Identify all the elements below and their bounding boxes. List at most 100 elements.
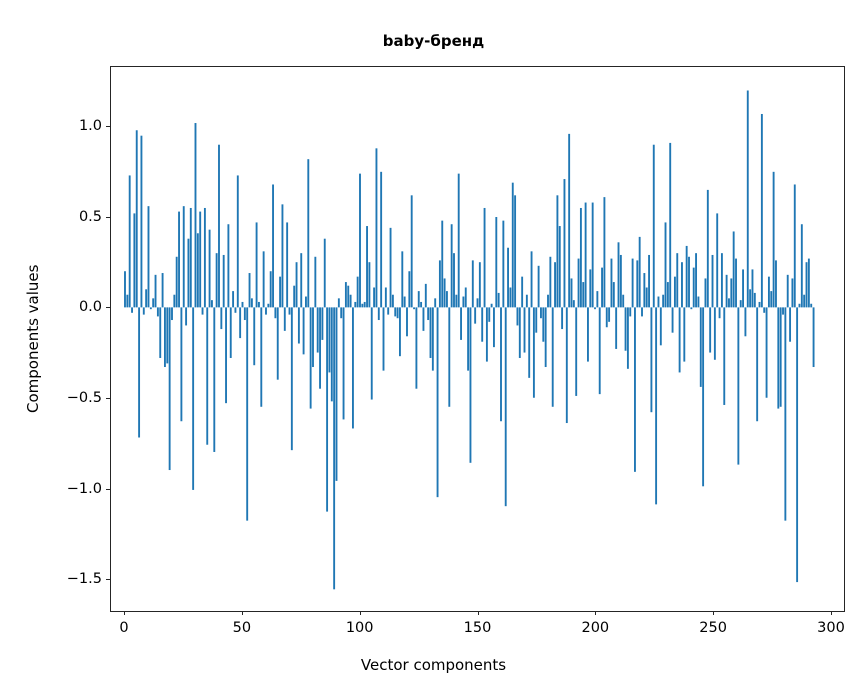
bar — [645, 287, 648, 308]
x-tick-mark — [124, 611, 126, 615]
x-tick-label: 0 — [119, 620, 129, 636]
bar — [676, 253, 679, 308]
bar — [619, 254, 622, 308]
y-tick-mark — [106, 579, 110, 581]
bar — [556, 195, 559, 308]
bar — [140, 135, 143, 308]
bar — [408, 271, 411, 308]
bar — [812, 307, 815, 368]
bar — [429, 307, 432, 358]
bar — [342, 307, 345, 420]
bar — [735, 258, 737, 308]
bar — [744, 307, 747, 337]
y-tick-label: 0.5 — [78, 208, 102, 225]
bar — [319, 307, 321, 389]
bar — [683, 307, 686, 362]
bar — [547, 294, 549, 308]
bar — [634, 307, 636, 472]
bar — [582, 282, 585, 308]
bar — [490, 303, 493, 308]
bar — [387, 307, 390, 315]
bar — [770, 291, 773, 308]
bar — [798, 303, 801, 308]
bar — [241, 301, 244, 308]
bar — [152, 298, 155, 308]
bar — [321, 307, 324, 340]
bar — [166, 307, 169, 364]
bar — [133, 213, 136, 308]
bar — [182, 206, 185, 308]
bar — [218, 144, 220, 308]
bar — [786, 274, 789, 308]
bar — [631, 258, 634, 308]
bar — [128, 175, 131, 308]
bar — [791, 278, 794, 308]
bar — [575, 307, 578, 396]
bar — [234, 307, 237, 313]
bar — [366, 226, 368, 308]
bar — [504, 307, 507, 507]
bar — [502, 220, 505, 308]
bar — [450, 224, 453, 308]
bar — [732, 231, 735, 308]
bar — [782, 307, 784, 315]
y-tick-label: 0.0 — [78, 299, 102, 316]
bar — [507, 247, 509, 308]
bar — [629, 307, 632, 317]
bar — [243, 307, 246, 321]
bar — [401, 251, 404, 308]
bar — [692, 267, 695, 308]
bar — [427, 307, 430, 321]
bar — [373, 287, 376, 308]
bar — [370, 307, 373, 400]
bar — [572, 300, 575, 308]
bar — [626, 307, 629, 369]
bar — [272, 184, 274, 308]
bar — [413, 307, 415, 310]
bar — [161, 273, 164, 308]
y-tick-mark — [106, 125, 110, 128]
bar — [377, 307, 380, 321]
bar — [403, 296, 406, 308]
bar — [561, 307, 564, 330]
bar — [777, 307, 780, 409]
bar — [464, 287, 467, 308]
bar — [274, 307, 277, 319]
bar — [749, 289, 752, 308]
bar — [220, 307, 223, 330]
bar — [737, 307, 740, 465]
bar — [596, 291, 599, 308]
bar — [648, 254, 650, 308]
bar — [448, 307, 451, 407]
bar — [434, 298, 437, 308]
bar — [779, 307, 782, 407]
bar — [662, 294, 665, 308]
bar — [281, 204, 284, 308]
bar — [544, 307, 547, 368]
bar — [213, 307, 216, 452]
bar — [356, 276, 359, 308]
bar — [185, 307, 188, 326]
chart-title-line-1: baby-бренд — [382, 32, 485, 50]
bar — [690, 307, 693, 310]
bar — [796, 307, 799, 583]
bar — [391, 294, 394, 308]
y-tick-label: 1.0 — [78, 117, 102, 134]
bar — [236, 175, 239, 308]
bar — [267, 303, 270, 308]
bar — [159, 307, 162, 358]
bar — [509, 287, 512, 308]
plot-area — [110, 66, 845, 612]
bar — [333, 307, 336, 590]
bar — [227, 224, 230, 308]
bar — [767, 276, 770, 308]
bar — [695, 253, 698, 308]
bar — [516, 307, 519, 326]
bar — [615, 307, 618, 349]
bar — [554, 262, 556, 308]
bar — [457, 173, 460, 308]
bar — [485, 307, 488, 362]
bar — [196, 233, 199, 308]
bar — [349, 294, 352, 308]
bar — [328, 307, 331, 373]
